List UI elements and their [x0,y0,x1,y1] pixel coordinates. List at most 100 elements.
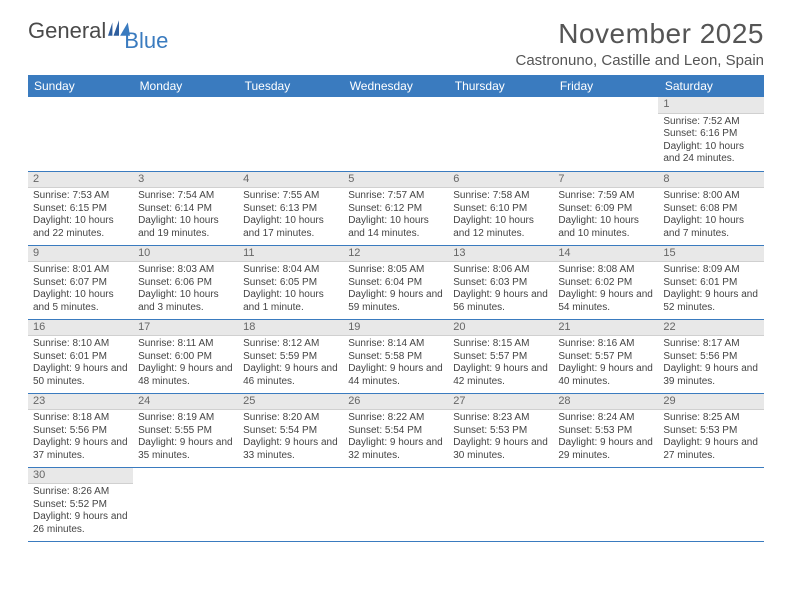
calendar-cell: 21Sunrise: 8:16 AMSunset: 5:57 PMDayligh… [553,319,658,393]
calendar-cell: 24Sunrise: 8:19 AMSunset: 5:55 PMDayligh… [133,393,238,467]
day-number: 7 [553,172,658,189]
calendar-week: 1Sunrise: 7:52 AMSunset: 6:16 PMDaylight… [28,97,764,171]
day-number: 16 [28,320,133,337]
calendar-cell: 14Sunrise: 8:08 AMSunset: 6:02 PMDayligh… [553,245,658,319]
calendar-cell: 28Sunrise: 8:24 AMSunset: 5:53 PMDayligh… [553,393,658,467]
calendar-cell: 22Sunrise: 8:17 AMSunset: 5:56 PMDayligh… [658,319,763,393]
day-number: 29 [658,394,763,411]
calendar-cell: 10Sunrise: 8:03 AMSunset: 6:06 PMDayligh… [133,245,238,319]
day-text: Sunrise: 8:19 AMSunset: 5:55 PMDaylight:… [133,410,238,465]
calendar-cell: 11Sunrise: 8:04 AMSunset: 6:05 PMDayligh… [238,245,343,319]
day-text: Sunrise: 8:11 AMSunset: 6:00 PMDaylight:… [133,336,238,391]
header: General Blue November 2025 Castronuno, C… [28,18,764,69]
day-text: Sunrise: 7:54 AMSunset: 6:14 PMDaylight:… [133,188,238,243]
day-number: 2 [28,172,133,189]
calendar-cell [658,467,763,541]
day-text: Sunrise: 7:57 AMSunset: 6:12 PMDaylight:… [343,188,448,243]
day-header: Thursday [448,75,553,97]
day-number: 8 [658,172,763,189]
calendar-cell: 12Sunrise: 8:05 AMSunset: 6:04 PMDayligh… [343,245,448,319]
day-number: 12 [343,246,448,263]
calendar-cell: 9Sunrise: 8:01 AMSunset: 6:07 PMDaylight… [28,245,133,319]
day-text: Sunrise: 8:22 AMSunset: 5:54 PMDaylight:… [343,410,448,465]
day-text: Sunrise: 8:01 AMSunset: 6:07 PMDaylight:… [28,262,133,317]
day-text: Sunrise: 8:26 AMSunset: 5:52 PMDaylight:… [28,484,133,539]
day-text: Sunrise: 8:12 AMSunset: 5:59 PMDaylight:… [238,336,343,391]
calendar-cell: 18Sunrise: 8:12 AMSunset: 5:59 PMDayligh… [238,319,343,393]
day-text: Sunrise: 8:20 AMSunset: 5:54 PMDaylight:… [238,410,343,465]
calendar-head: SundayMondayTuesdayWednesdayThursdayFrid… [28,75,764,97]
calendar-cell [553,467,658,541]
calendar-cell: 19Sunrise: 8:14 AMSunset: 5:58 PMDayligh… [343,319,448,393]
calendar-cell: 8Sunrise: 8:00 AMSunset: 6:08 PMDaylight… [658,171,763,245]
day-number: 6 [448,172,553,189]
day-number: 17 [133,320,238,337]
day-number: 3 [133,172,238,189]
day-number: 23 [28,394,133,411]
day-header: Sunday [28,75,133,97]
calendar-body: 1Sunrise: 7:52 AMSunset: 6:16 PMDaylight… [28,97,764,541]
calendar-cell [448,97,553,171]
day-text: Sunrise: 8:16 AMSunset: 5:57 PMDaylight:… [553,336,658,391]
day-text: Sunrise: 7:52 AMSunset: 6:16 PMDaylight:… [658,114,763,169]
calendar-cell: 15Sunrise: 8:09 AMSunset: 6:01 PMDayligh… [658,245,763,319]
day-number: 15 [658,246,763,263]
day-text: Sunrise: 8:24 AMSunset: 5:53 PMDaylight:… [553,410,658,465]
day-number: 21 [553,320,658,337]
calendar-cell: 7Sunrise: 7:59 AMSunset: 6:09 PMDaylight… [553,171,658,245]
day-text: Sunrise: 8:14 AMSunset: 5:58 PMDaylight:… [343,336,448,391]
day-number: 9 [28,246,133,263]
day-text: Sunrise: 8:05 AMSunset: 6:04 PMDaylight:… [343,262,448,317]
calendar-cell: 3Sunrise: 7:54 AMSunset: 6:14 PMDaylight… [133,171,238,245]
day-number: 1 [658,97,763,114]
calendar-cell: 17Sunrise: 8:11 AMSunset: 6:00 PMDayligh… [133,319,238,393]
day-number: 5 [343,172,448,189]
calendar-cell [238,467,343,541]
calendar-cell: 26Sunrise: 8:22 AMSunset: 5:54 PMDayligh… [343,393,448,467]
day-number: 11 [238,246,343,263]
day-number: 25 [238,394,343,411]
day-header: Saturday [658,75,763,97]
month-title: November 2025 [516,18,765,50]
day-header: Friday [553,75,658,97]
day-number: 24 [133,394,238,411]
calendar-cell: 27Sunrise: 8:23 AMSunset: 5:53 PMDayligh… [448,393,553,467]
day-number: 22 [658,320,763,337]
day-header: Wednesday [343,75,448,97]
calendar-week: 9Sunrise: 8:01 AMSunset: 6:07 PMDaylight… [28,245,764,319]
day-text: Sunrise: 8:17 AMSunset: 5:56 PMDaylight:… [658,336,763,391]
day-number: 30 [28,468,133,485]
day-number: 4 [238,172,343,189]
calendar-table: SundayMondayTuesdayWednesdayThursdayFrid… [28,75,764,542]
day-text: Sunrise: 8:10 AMSunset: 6:01 PMDaylight:… [28,336,133,391]
calendar-cell: 20Sunrise: 8:15 AMSunset: 5:57 PMDayligh… [448,319,553,393]
calendar-cell: 30Sunrise: 8:26 AMSunset: 5:52 PMDayligh… [28,467,133,541]
day-number: 13 [448,246,553,263]
day-text: Sunrise: 8:08 AMSunset: 6:02 PMDaylight:… [553,262,658,317]
day-text: Sunrise: 7:59 AMSunset: 6:09 PMDaylight:… [553,188,658,243]
calendar-cell: 5Sunrise: 7:57 AMSunset: 6:12 PMDaylight… [343,171,448,245]
day-number: 14 [553,246,658,263]
day-text: Sunrise: 7:58 AMSunset: 6:10 PMDaylight:… [448,188,553,243]
calendar-cell [133,467,238,541]
calendar-cell: 6Sunrise: 7:58 AMSunset: 6:10 PMDaylight… [448,171,553,245]
day-text: Sunrise: 8:06 AMSunset: 6:03 PMDaylight:… [448,262,553,317]
day-number: 26 [343,394,448,411]
day-text: Sunrise: 8:04 AMSunset: 6:05 PMDaylight:… [238,262,343,317]
calendar-week: 16Sunrise: 8:10 AMSunset: 6:01 PMDayligh… [28,319,764,393]
calendar-cell: 29Sunrise: 8:25 AMSunset: 5:53 PMDayligh… [658,393,763,467]
calendar-cell: 23Sunrise: 8:18 AMSunset: 5:56 PMDayligh… [28,393,133,467]
calendar-week: 30Sunrise: 8:26 AMSunset: 5:52 PMDayligh… [28,467,764,541]
day-number: 28 [553,394,658,411]
calendar-cell: 2Sunrise: 7:53 AMSunset: 6:15 PMDaylight… [28,171,133,245]
calendar-week: 23Sunrise: 8:18 AMSunset: 5:56 PMDayligh… [28,393,764,467]
calendar-cell [343,467,448,541]
location-subtitle: Castronuno, Castille and Leon, Spain [516,52,765,69]
logo-text-2: Blue [124,28,168,54]
calendar-cell: 13Sunrise: 8:06 AMSunset: 6:03 PMDayligh… [448,245,553,319]
logo-text-1: General [28,18,106,44]
day-text: Sunrise: 7:55 AMSunset: 6:13 PMDaylight:… [238,188,343,243]
day-number: 18 [238,320,343,337]
calendar-cell [553,97,658,171]
day-header: Monday [133,75,238,97]
